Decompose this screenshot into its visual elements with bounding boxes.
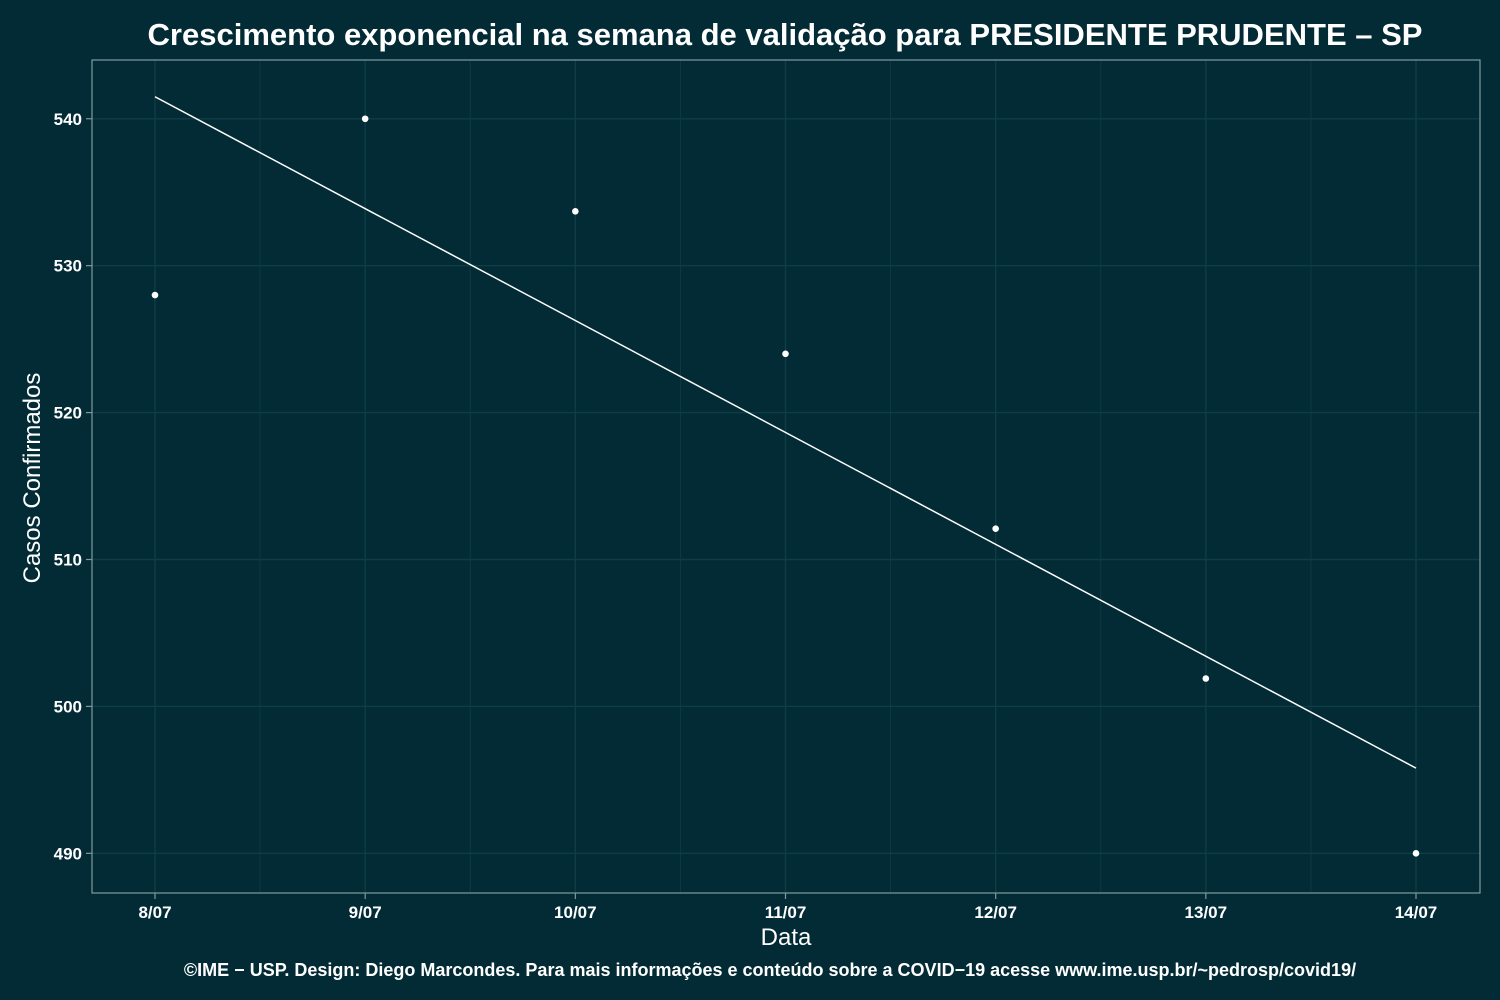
y-tick-label: 520 — [54, 404, 82, 423]
chart-title: Crescimento exponencial na semana de val… — [148, 17, 1423, 52]
data-point — [361, 115, 369, 123]
y-axis: 490 500 510 520 530 540 — [54, 110, 92, 863]
x-tick-label: 9/07 — [349, 903, 382, 922]
x-tick-label: 11/07 — [765, 903, 807, 922]
data-points — [151, 115, 1420, 857]
data-point — [782, 350, 789, 358]
y-tick-label: 490 — [54, 844, 82, 863]
y-axis-label: Casos Confirmados — [19, 373, 46, 584]
trend-line-group — [154, 96, 1417, 769]
y-tick-label: 510 — [54, 551, 82, 570]
data-point — [1202, 675, 1210, 682]
x-axis: 8/07 9/07 10/07 11/07 12/07 13/07 14/07 — [138, 893, 1437, 922]
grid-lines — [92, 60, 1480, 893]
y-tick-label: 540 — [54, 110, 82, 129]
x-tick-label: 10/07 — [554, 903, 597, 922]
data-point — [1412, 850, 1420, 857]
y-tick-label: 500 — [54, 697, 82, 716]
data-point — [992, 525, 999, 532]
x-axis-label: Data — [761, 924, 812, 951]
x-tick-label: 12/07 — [974, 903, 1017, 922]
x-tick-label: 14/07 — [1395, 903, 1438, 922]
x-tick-label: 13/07 — [1185, 903, 1228, 922]
y-tick-label: 530 — [54, 257, 82, 276]
data-point — [572, 208, 579, 215]
trend-line — [154, 96, 1417, 769]
data-point — [151, 291, 159, 299]
x-tick-label: 8/07 — [138, 903, 171, 922]
caption: ©IME − USP. Design: Diego Marcondes. Par… — [184, 960, 1356, 980]
